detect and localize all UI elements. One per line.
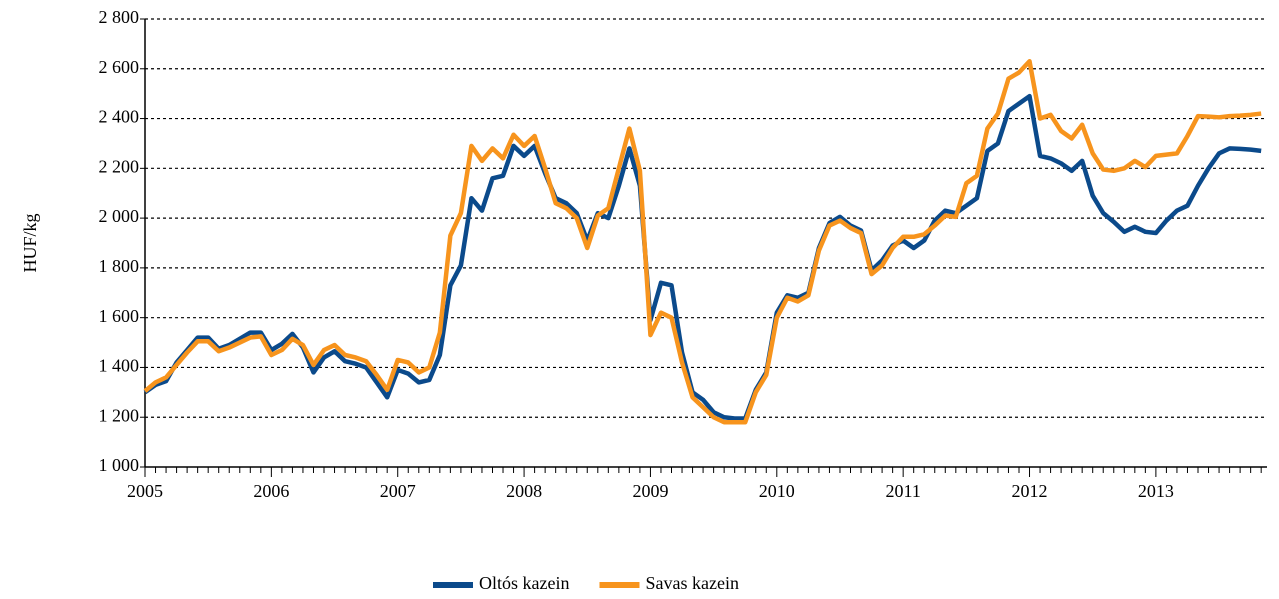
legend-label: Savas kazein	[645, 573, 738, 593]
x-tick-label: 2009	[632, 481, 668, 501]
y-tick-label: 2 400	[99, 107, 140, 127]
y-tick-label: 1 200	[99, 405, 140, 425]
legend-label: Oltós kazein	[479, 573, 569, 593]
y-axis-label: HUF/kg	[20, 213, 40, 272]
y-tick-label: 2 800	[99, 7, 140, 27]
y-tick-label: 2 600	[99, 57, 140, 77]
x-tick-label: 2005	[127, 481, 163, 501]
x-tick-label: 2008	[506, 481, 542, 501]
y-tick-label: 1 400	[99, 356, 140, 376]
x-tick-label: 2012	[1012, 481, 1048, 501]
line-series	[143, 59, 1262, 425]
line-series	[143, 93, 1262, 421]
y-tick-label: 2 000	[99, 206, 140, 226]
x-tick-label: 2010	[759, 481, 795, 501]
x-tick-label: 2007	[380, 481, 416, 501]
y-tick-label: 1 600	[99, 306, 140, 326]
x-tick-label: 2011	[885, 481, 920, 501]
y-tick-label: 1 800	[99, 256, 140, 276]
x-tick-label: 2013	[1138, 481, 1174, 501]
x-tick-label: 2006	[253, 481, 289, 501]
y-tick-label: 2 200	[99, 156, 140, 176]
y-tick-label: 1 000	[99, 455, 140, 475]
